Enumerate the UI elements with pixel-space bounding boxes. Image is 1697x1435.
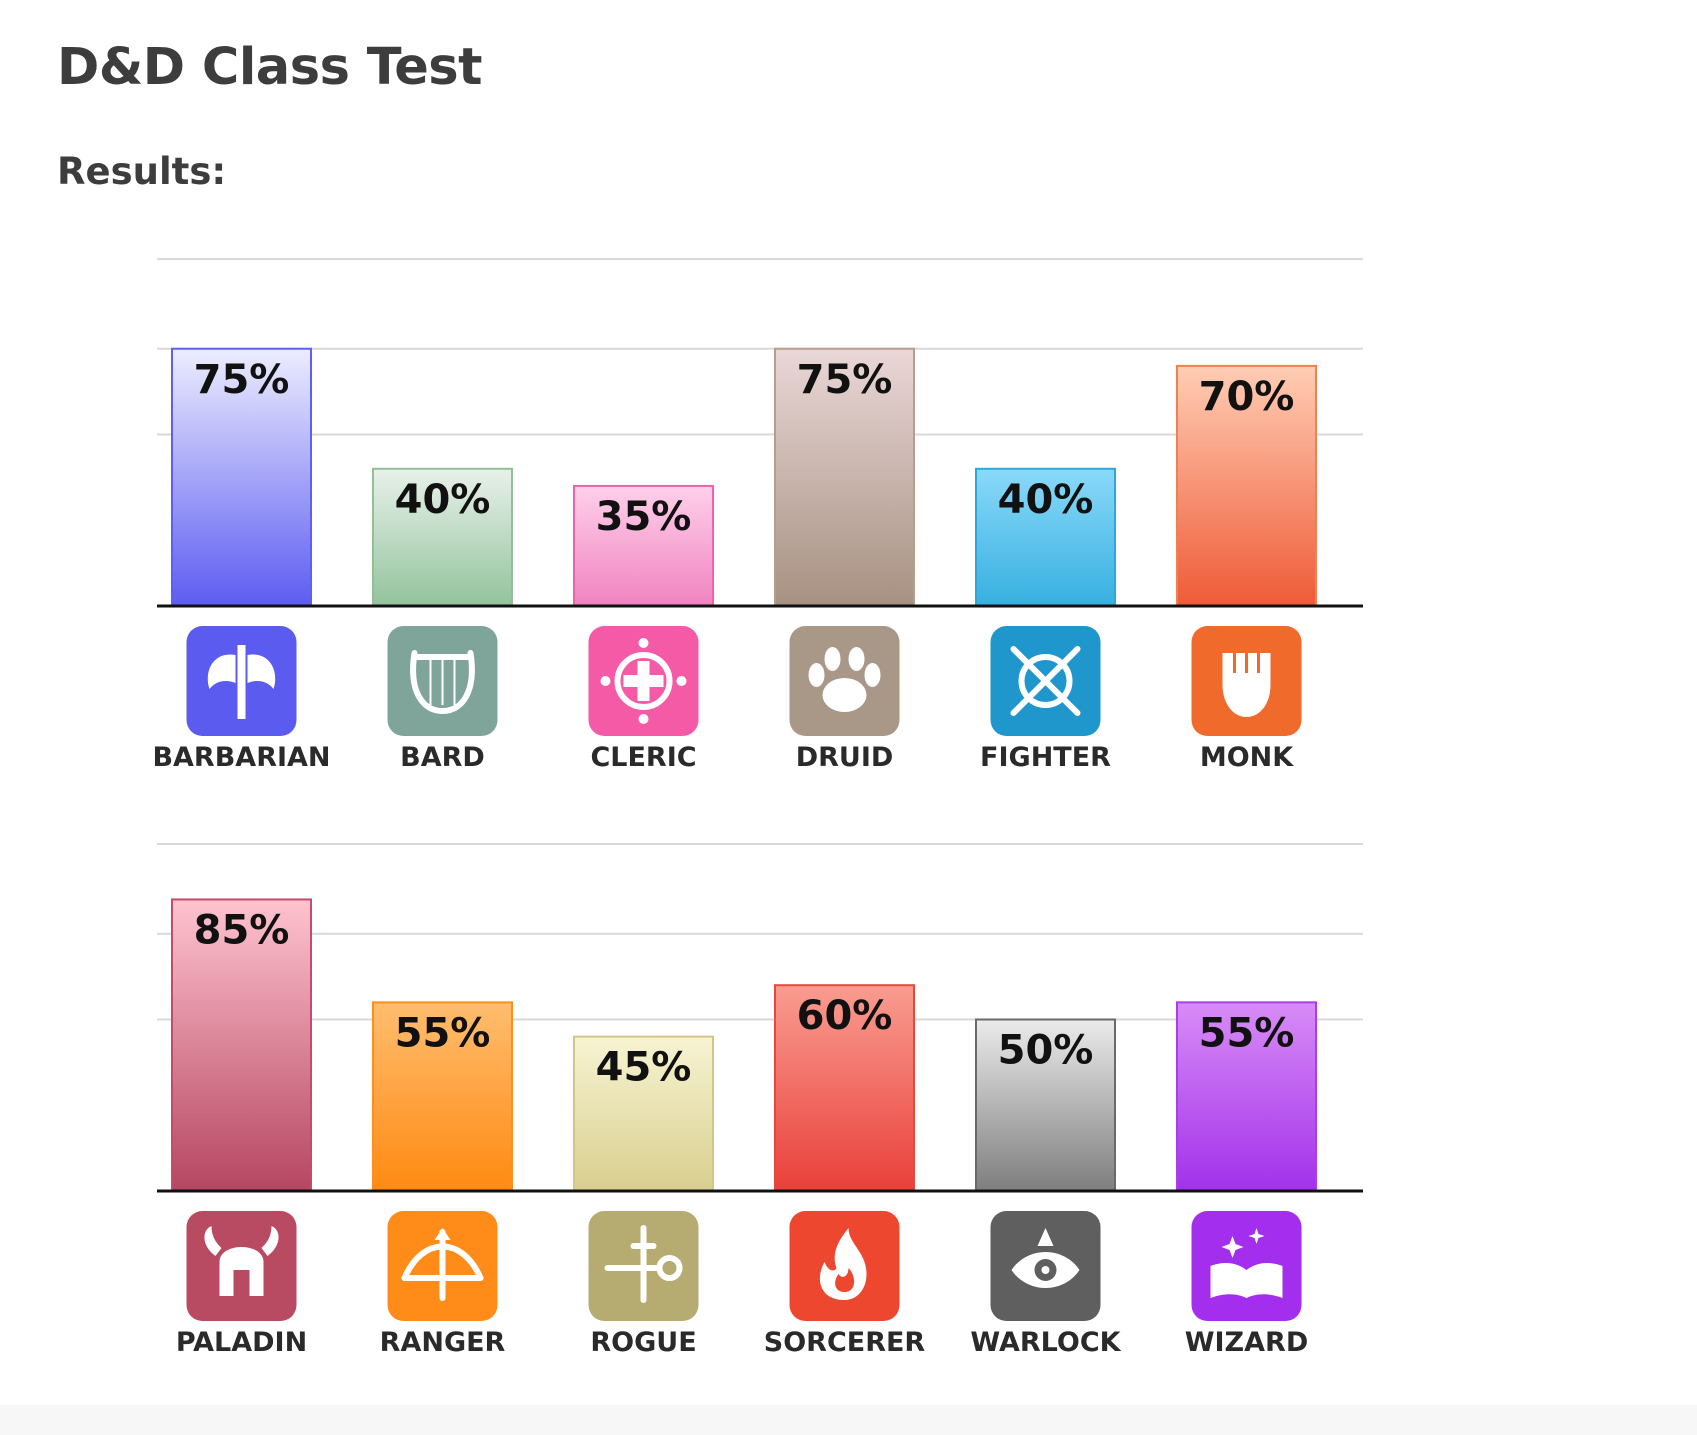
bar-wizard [1176,1001,1317,1192]
paw-icon [808,647,881,712]
value-label-monk: 70% [1199,374,1295,420]
value-label-wizard: 55% [1199,1010,1295,1056]
value-label-fighter: 40% [998,477,1094,523]
bar-ranger [372,1001,513,1192]
bar-cleric [573,484,714,608]
bar-sorcerer [774,984,915,1193]
flame-icon [819,1228,867,1300]
category-label-ranger: RANGER [380,1327,506,1358]
fist-icon [1222,653,1271,717]
bar-barbarian [171,347,312,607]
category-label-bard: BARD [400,742,485,773]
bar-warlock [975,1018,1116,1192]
category-label-paladin: PALADIN [176,1327,307,1358]
category-label-cleric: CLERIC [590,742,696,773]
bar-bard [372,467,513,607]
value-label-bard: 40% [395,477,491,523]
bar-monk [1176,364,1317,607]
value-label-sorcerer: 60% [797,993,893,1039]
bar-rogue [573,1035,714,1193]
value-label-druid: 75% [797,357,893,403]
spellbook-tile [1191,1211,1302,1321]
value-label-ranger: 55% [395,1010,491,1056]
holy-symbol-icon [600,638,687,724]
helmet-icon [204,1226,279,1296]
dagger-key-icon [604,1225,683,1303]
value-label-barbarian: 75% [194,357,290,403]
bar-fighter [975,467,1116,607]
page-title: D&D Class Test [57,38,483,97]
value-label-paladin: 85% [194,907,290,953]
crossed-swords-icon [1010,646,1081,716]
category-label-fighter: FIGHTER [980,742,1111,773]
chart-bottom-row: 85% PALADIN 55% RANGER 45% ROGUE 60% SORCERER 50… [157,843,1363,1358]
value-label-warlock: 50% [998,1028,1094,1074]
category-label-wizard: WIZARD [1185,1327,1309,1358]
category-label-sorcerer: SORCERER [764,1327,926,1358]
lyre-icon [410,650,475,715]
results-heading: Results: [57,150,227,193]
chart-top-row: 75% BARBARIAN 40% BARD 35% CLERIC 75% DRUID 40% F… [152,258,1363,773]
category-label-barbarian: BARBARIAN [152,742,330,773]
category-label-monk: MONK [1200,742,1294,773]
bow-icon [401,1228,484,1301]
bar-druid [774,347,915,607]
category-label-warlock: WARLOCK [970,1327,1121,1358]
value-label-rogue: 45% [596,1045,692,1091]
spellbook-icon [1210,1228,1283,1298]
eye-icon [1011,1228,1080,1288]
page-footer-band [0,1405,1697,1435]
bar-paladin [171,898,312,1192]
category-label-druid: DRUID [796,742,894,773]
axe-icon [207,645,276,719]
category-label-rogue: ROGUE [590,1327,696,1358]
value-label-cleric: 35% [596,494,692,540]
